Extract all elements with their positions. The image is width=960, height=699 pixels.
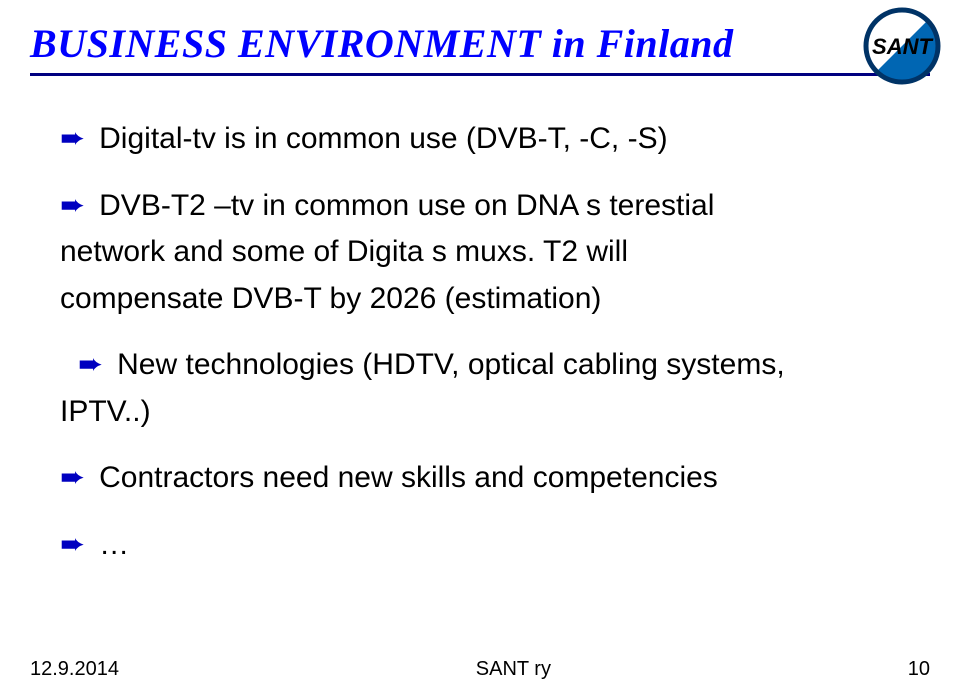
footer-org: SANT ry	[476, 658, 551, 681]
bullet-5: ➨ …	[60, 522, 900, 569]
bullet-3: ➨ New technologies (HDTV, optical cablin…	[60, 342, 900, 389]
bullet-text: …	[99, 522, 900, 569]
bullet-text: Contractors need new skills and competen…	[99, 455, 900, 502]
logo-text: SANT	[872, 34, 933, 59]
bullet-4: ➨ Contractors need new skills and compet…	[60, 455, 900, 502]
slide: SANT BUSINESS ENVIRONMENT in Finland ➨ D…	[0, 0, 960, 699]
page-title: BUSINESS ENVIRONMENT in Finland	[30, 20, 930, 67]
bullet-text: DVB-T2 –tv in common use on DNA s terest…	[99, 183, 900, 230]
bullet-2-cont2: compensate DVB-T by 2026 (estimation)	[60, 276, 900, 323]
bullet-text: network and some of Digita s muxs. T2 wi…	[60, 229, 900, 276]
footer-page: 10	[908, 658, 930, 681]
bullet-text: New technologies (HDTV, optical cabling …	[117, 342, 900, 389]
footer: 12.9.2014 SANT ry 10	[30, 658, 930, 681]
arrow-icon: ➨	[60, 455, 85, 502]
arrow-icon: ➨	[78, 342, 103, 389]
bullet-text: Digital-tv is in common use (DVB-T, -C, …	[99, 116, 900, 163]
bullet-2-cont: network and some of Digita s muxs. T2 wi…	[60, 229, 900, 276]
arrow-icon: ➨	[60, 183, 85, 230]
sant-logo: SANT	[860, 4, 944, 88]
arrow-icon: ➨	[60, 522, 85, 569]
bullet-2: ➨ DVB-T2 –tv in common use on DNA s tere…	[60, 183, 900, 230]
footer-date: 12.9.2014	[30, 658, 119, 681]
bullet-3-cont: IPTV..)	[60, 389, 900, 436]
arrow-icon: ➨	[60, 116, 85, 163]
title-rule	[30, 73, 930, 76]
bullet-text: compensate DVB-T by 2026 (estimation)	[60, 276, 900, 323]
bullet-text: IPTV..)	[60, 389, 900, 436]
bullet-1: ➨ Digital-tv is in common use (DVB-T, -C…	[60, 116, 900, 163]
content-area: ➨ Digital-tv is in common use (DVB-T, -C…	[30, 116, 930, 568]
